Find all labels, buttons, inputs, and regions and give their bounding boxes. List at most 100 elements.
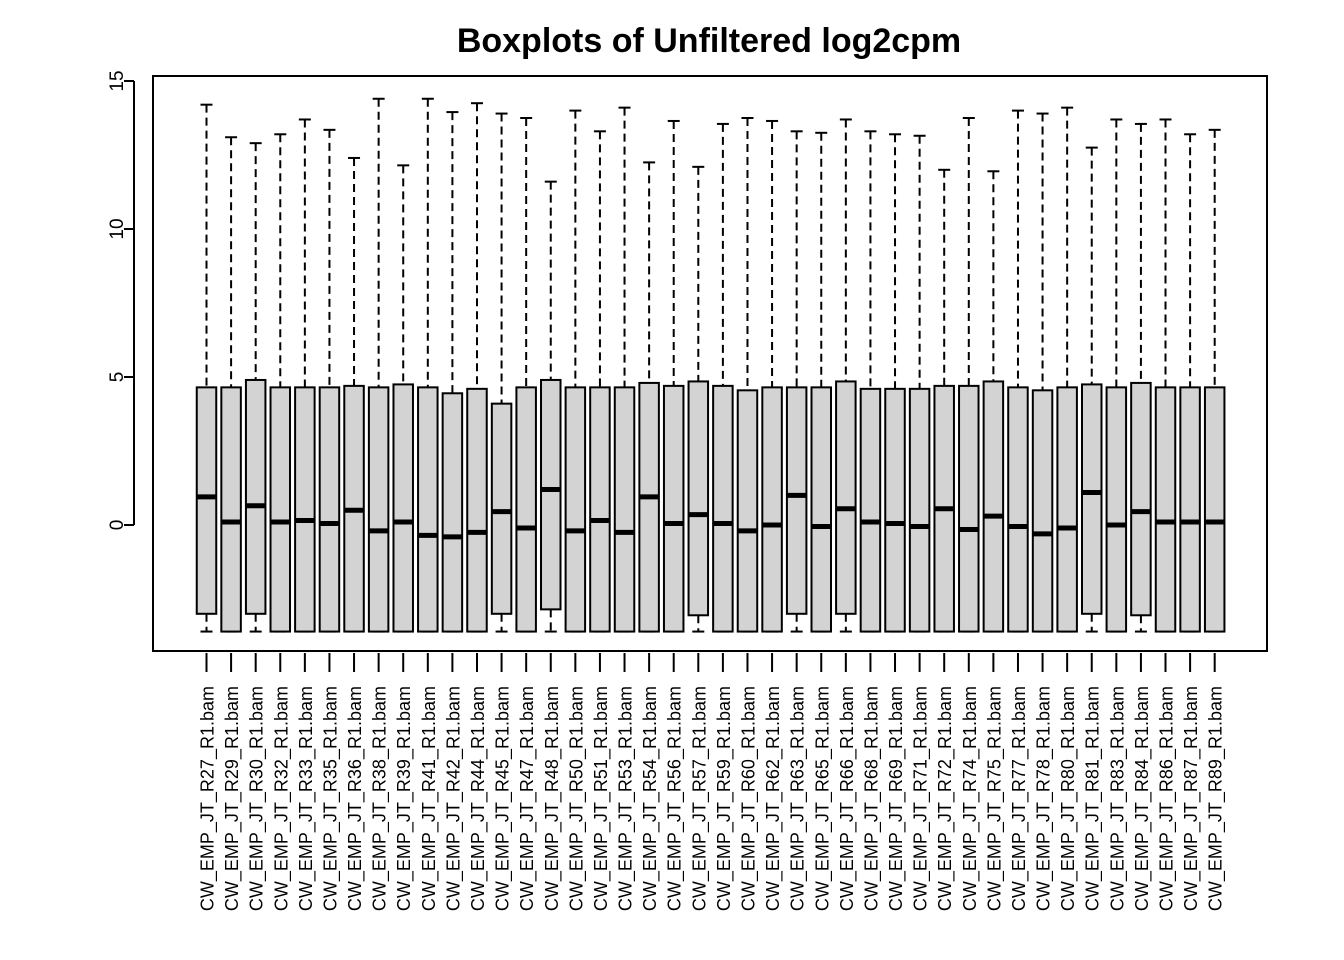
box-body <box>662 384 685 633</box>
box-37 <box>1080 146 1103 633</box>
x-tick-label: CW_EMP_JT_R36_R1.bam <box>345 686 366 911</box>
box-body <box>859 387 882 633</box>
box-body <box>1080 383 1103 615</box>
box-42 <box>1203 128 1226 633</box>
box-36 <box>1056 106 1078 633</box>
x-tick-label: CW_EMP_JT_R41_R1.bam <box>419 686 440 911</box>
x-tick-label: CW_EMP_JT_R44_R1.bam <box>468 686 489 911</box>
box-17 <box>589 130 611 633</box>
x-tick-label: CW_EMP_JT_R80_R1.bam <box>1058 686 1079 911</box>
box-body <box>318 386 341 633</box>
x-axis: CW_EMP_JT_R27_R1.bam CW_EMP_JT_R29_R1.bam… <box>198 653 1227 911</box>
x-tick-label: CW_EMP_JT_R30_R1.bam <box>247 686 268 911</box>
box-27 <box>835 118 857 633</box>
box-body <box>712 384 734 633</box>
box-body <box>244 378 267 615</box>
box-21 <box>687 165 710 633</box>
box-body <box>687 380 710 617</box>
box-body <box>1031 389 1054 633</box>
x-tick-label: CW_EMP_JT_R33_R1.bam <box>296 686 317 911</box>
box-body <box>1203 386 1226 633</box>
x-tick-label: CW_EMP_JT_R60_R1.bam <box>738 686 759 911</box>
x-tick-label: CW_EMP_JT_R48_R1.bam <box>542 686 563 911</box>
box-33 <box>982 170 1005 633</box>
box-body <box>1105 386 1128 633</box>
box-30 <box>908 134 931 633</box>
box-body <box>220 386 242 633</box>
x-tick-label: CW_EMP_JT_R72_R1.bam <box>935 686 956 911</box>
plot-frame <box>152 75 1268 652</box>
y-tick-label: 15 <box>107 70 128 91</box>
x-tick-label: CW_EMP_JT_R47_R1.bam <box>517 686 538 911</box>
x-tick-label: CW_EMP_JT_R32_R1.bam <box>271 686 292 911</box>
box-body <box>269 386 292 633</box>
box-31 <box>933 168 955 633</box>
x-tick-label: CW_EMP_JT_R75_R1.bam <box>984 686 1005 911</box>
x-tick-label: CW_EMP_JT_R63_R1.bam <box>788 686 809 911</box>
box-body <box>441 392 464 633</box>
x-tick-label: CW_EMP_JT_R65_R1.bam <box>812 686 833 911</box>
box-40 <box>1154 118 1177 633</box>
box-body <box>613 386 636 633</box>
x-tick-label: CW_EMP_JT_R35_R1.bam <box>320 686 341 911</box>
box-body <box>1007 386 1029 633</box>
x-tick-label: CW_EMP_JT_R71_R1.bam <box>911 686 932 911</box>
box-body <box>785 386 808 615</box>
box-18 <box>613 106 636 633</box>
box-body <box>392 383 414 633</box>
box-13 <box>490 112 513 633</box>
x-tick-label: CW_EMP_JT_R53_R1.bam <box>616 686 637 911</box>
box-body <box>1130 381 1152 617</box>
x-tick-label: CW_EMP_JT_R45_R1.bam <box>493 686 514 911</box>
box-body <box>367 386 390 633</box>
x-tick-label: CW_EMP_JT_R39_R1.bam <box>394 686 415 911</box>
box-24 <box>761 119 783 633</box>
x-tick-label: CW_EMP_JT_R84_R1.bam <box>1132 686 1153 911</box>
box-body <box>564 386 587 633</box>
x-tick-label: CW_EMP_JT_R38_R1.bam <box>370 686 391 911</box>
x-tick-label: CW_EMP_JT_R89_R1.bam <box>1206 686 1227 911</box>
box-body <box>515 386 537 633</box>
x-tick-label: CW_EMP_JT_R56_R1.bam <box>665 686 686 911</box>
box-body <box>736 389 759 633</box>
box-body <box>294 386 316 633</box>
box-16 <box>564 109 587 633</box>
x-tick-label: CW_EMP_JT_R59_R1.bam <box>714 686 735 911</box>
box-4 <box>269 133 292 633</box>
x-tick-label: CW_EMP_JT_R62_R1.bam <box>763 686 784 911</box>
x-tick-label: CW_EMP_JT_R50_R1.bam <box>566 686 587 911</box>
box-body <box>1179 386 1201 633</box>
box-39 <box>1130 122 1152 633</box>
box-body <box>195 386 218 615</box>
x-tick-label: CW_EMP_JT_R27_R1.bam <box>198 686 219 911</box>
x-tick-label: CW_EMP_JT_R42_R1.bam <box>443 686 464 911</box>
box-body <box>835 380 857 615</box>
box-22 <box>712 122 734 633</box>
box-body <box>589 386 611 633</box>
box-15 <box>540 180 562 633</box>
x-tick-label: CW_EMP_JT_R77_R1.bam <box>1009 686 1030 911</box>
box-14 <box>515 117 537 633</box>
x-tick-label: CW_EMP_JT_R87_R1.bam <box>1181 686 1202 911</box>
box-2 <box>220 136 242 633</box>
box-10 <box>417 97 439 633</box>
x-tick-label: CW_EMP_JT_R51_R1.bam <box>591 686 612 911</box>
box-8 <box>367 97 390 633</box>
box-body <box>761 386 783 633</box>
box-body <box>982 380 1005 633</box>
box-34 <box>1007 109 1029 633</box>
chart-title: Boxplots of Unfiltered log2cpm <box>457 22 961 60</box>
x-tick-label: CW_EMP_JT_R29_R1.bam <box>222 686 243 911</box>
box-23 <box>736 117 759 633</box>
box-20 <box>662 119 685 633</box>
x-tick-label: CW_EMP_JT_R83_R1.bam <box>1107 686 1128 911</box>
x-tick-label: CW_EMP_JT_R68_R1.bam <box>861 686 882 911</box>
y-tick-label: 5 <box>107 372 128 383</box>
box-body <box>638 381 660 633</box>
y-axis: 0 5 10 15 <box>107 70 135 530</box>
box-body <box>540 378 562 611</box>
box-38 <box>1105 118 1128 633</box>
x-tick-label: CW_EMP_JT_R54_R1.bam <box>640 686 661 911</box>
box-12 <box>466 102 488 633</box>
